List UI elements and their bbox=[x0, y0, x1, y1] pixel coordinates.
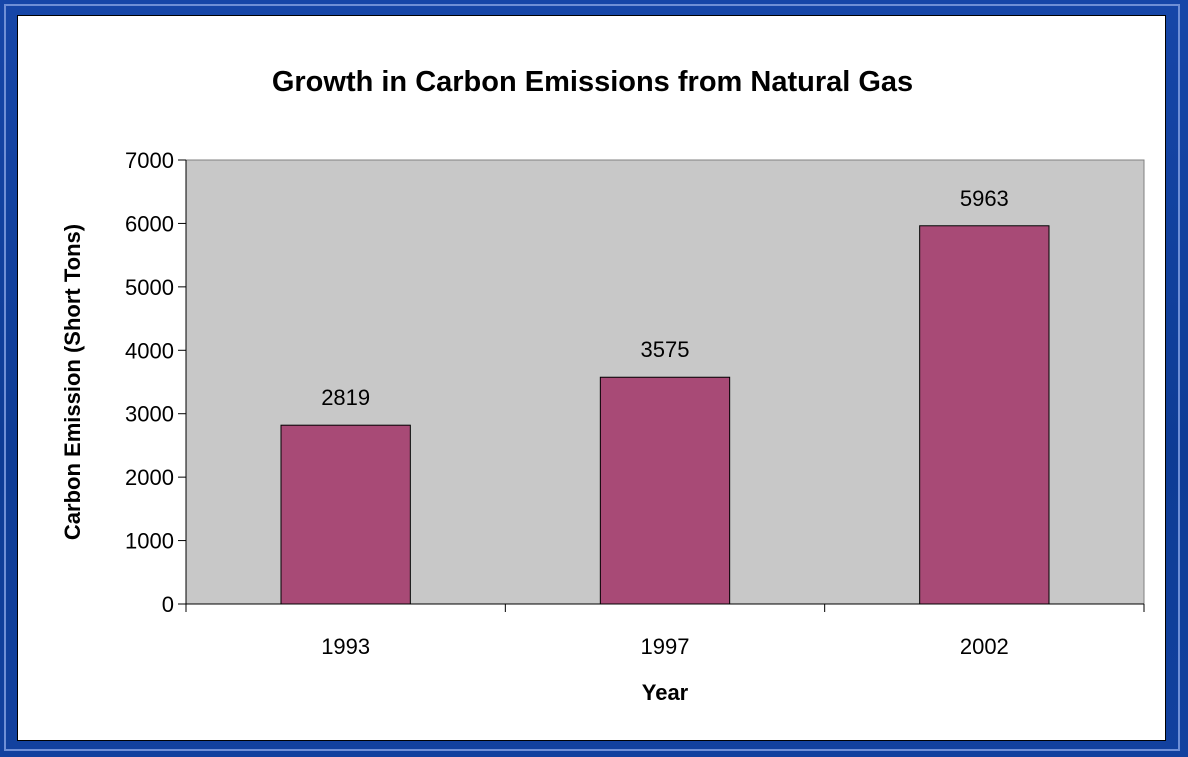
y-tick-label: 3000 bbox=[125, 402, 174, 427]
x-axis-title: Year bbox=[642, 680, 689, 705]
x-axis: 1993 1997 2002 bbox=[185, 603, 1145, 659]
data-label: 3575 bbox=[641, 337, 690, 362]
data-labels: 2819 3575 5963 bbox=[321, 186, 1009, 410]
y-tick-label: 0 bbox=[162, 592, 174, 617]
data-label: 5963 bbox=[960, 186, 1009, 211]
y-tick-label: 4000 bbox=[125, 338, 174, 363]
bar bbox=[919, 225, 1050, 605]
y-axis-title: Carbon Emission (Short Tons) bbox=[60, 224, 85, 540]
bar bbox=[599, 376, 731, 605]
data-label: 2819 bbox=[321, 385, 370, 410]
y-tick-label: 5000 bbox=[125, 275, 174, 300]
bar bbox=[280, 424, 411, 605]
y-tick-label: 1000 bbox=[125, 529, 174, 554]
y-tick-label: 7000 bbox=[125, 148, 174, 173]
x-tick-label: 2002 bbox=[960, 634, 1009, 659]
bar-series bbox=[280, 225, 1050, 605]
slide-frame-border bbox=[4, 4, 1180, 751]
chart-title: Growth in Carbon Emissions from Natural … bbox=[271, 66, 914, 98]
y-tick-label: 6000 bbox=[125, 211, 174, 236]
x-tick-label: 1997 bbox=[641, 634, 690, 659]
y-tick-label: 2000 bbox=[125, 465, 174, 490]
y-axis: 0 1000 2000 3000 4000 5000 6000 7000 bbox=[125, 148, 187, 617]
x-tick-label: 1993 bbox=[321, 634, 370, 659]
